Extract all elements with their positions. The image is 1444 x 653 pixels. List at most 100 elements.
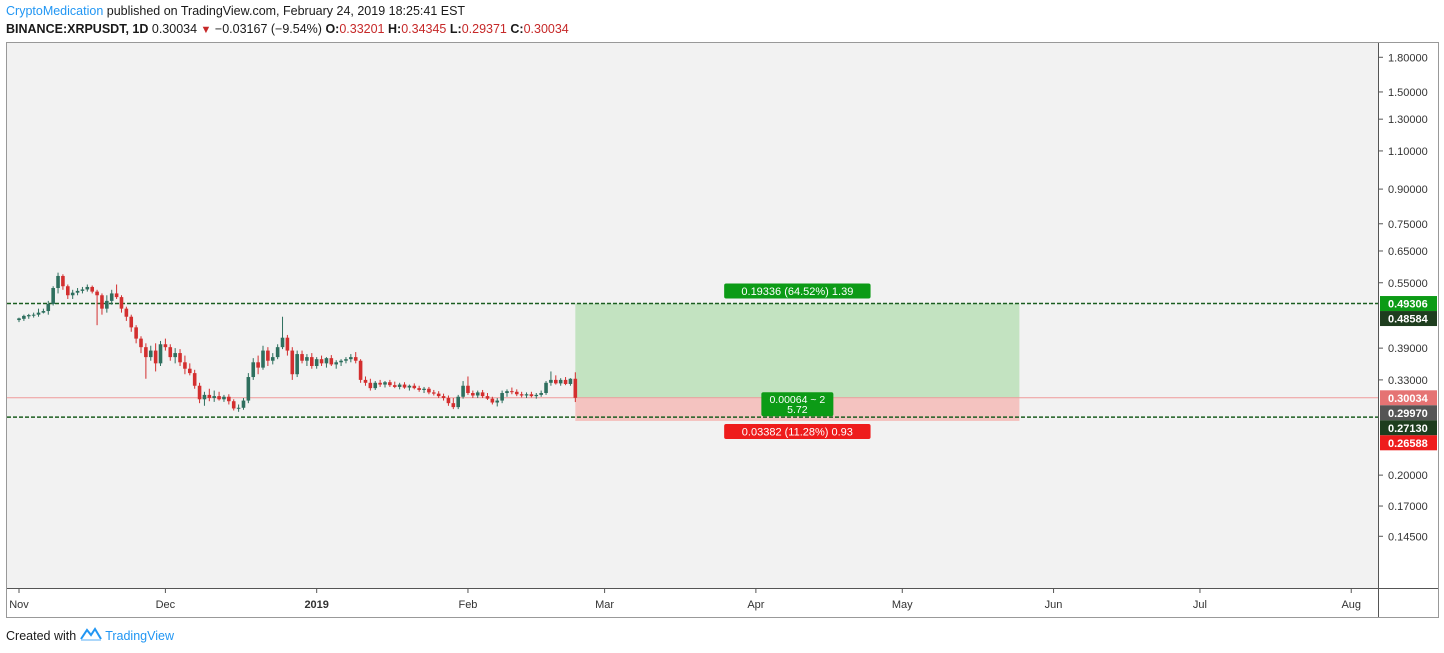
horizontal-lines[interactable] <box>7 302 1378 418</box>
candle[interactable] <box>568 378 573 386</box>
candle[interactable] <box>217 391 221 401</box>
candle[interactable] <box>446 395 451 406</box>
candle[interactable] <box>129 314 134 332</box>
candle[interactable] <box>17 317 21 323</box>
candle[interactable] <box>75 288 80 296</box>
time-axis[interactable] <box>7 588 1378 617</box>
candle[interactable] <box>61 274 65 290</box>
candle[interactable] <box>412 383 417 390</box>
candle[interactable] <box>514 389 519 397</box>
candle[interactable] <box>183 355 187 375</box>
candle[interactable] <box>134 325 138 344</box>
candle[interactable] <box>388 379 392 387</box>
candle[interactable] <box>524 392 529 399</box>
candle[interactable] <box>305 354 309 367</box>
candle[interactable] <box>231 399 236 411</box>
candle[interactable] <box>51 286 55 306</box>
candle[interactable] <box>363 376 368 386</box>
candlestick-series[interactable] <box>17 272 578 412</box>
candle[interactable] <box>153 343 158 372</box>
candle[interactable] <box>436 391 441 399</box>
candle[interactable] <box>188 363 192 376</box>
candle[interactable] <box>573 372 578 403</box>
tradingview-brand-link[interactable]: TradingView <box>105 628 174 643</box>
candle[interactable] <box>480 389 485 399</box>
candle[interactable] <box>378 379 382 387</box>
candle[interactable] <box>554 375 558 385</box>
candle[interactable] <box>241 398 246 410</box>
candle[interactable] <box>95 289 99 326</box>
candle[interactable] <box>358 359 363 383</box>
candle[interactable] <box>261 345 265 370</box>
candle[interactable] <box>202 391 207 406</box>
candle[interactable] <box>329 355 334 367</box>
candle[interactable] <box>417 385 421 392</box>
candle[interactable] <box>168 344 173 361</box>
candle[interactable] <box>471 390 475 399</box>
candle[interactable] <box>144 343 148 379</box>
candle[interactable] <box>158 340 163 367</box>
candle[interactable] <box>290 347 295 380</box>
candle[interactable] <box>383 381 387 388</box>
candle[interactable] <box>544 381 548 395</box>
candle[interactable] <box>227 394 231 405</box>
candle[interactable] <box>368 378 373 391</box>
candle[interactable] <box>246 373 251 404</box>
candle[interactable] <box>295 350 299 378</box>
profit-zone[interactable] <box>575 303 1020 399</box>
candle[interactable] <box>407 384 412 391</box>
candle[interactable] <box>534 393 539 399</box>
candle[interactable] <box>505 389 509 397</box>
candle[interactable] <box>70 289 75 299</box>
candle[interactable] <box>163 338 168 351</box>
candle[interactable] <box>197 382 202 404</box>
candle[interactable] <box>422 386 426 394</box>
candle[interactable] <box>334 360 338 369</box>
candle[interactable] <box>207 388 212 402</box>
candle[interactable] <box>529 391 534 398</box>
candle[interactable] <box>510 387 514 395</box>
candle[interactable] <box>148 345 153 361</box>
candle[interactable] <box>212 390 216 402</box>
candle[interactable] <box>300 350 304 364</box>
candle[interactable] <box>26 313 31 319</box>
candle[interactable] <box>319 355 324 367</box>
candle[interactable] <box>402 382 407 389</box>
candle[interactable] <box>373 381 378 390</box>
candle[interactable] <box>31 312 36 318</box>
candle[interactable] <box>41 308 46 314</box>
candle[interactable] <box>36 308 41 317</box>
candle[interactable] <box>392 381 397 389</box>
candle[interactable] <box>539 390 543 397</box>
candle[interactable] <box>349 354 353 363</box>
candle[interactable] <box>485 393 490 400</box>
candle[interactable] <box>173 348 177 364</box>
candle[interactable] <box>100 293 104 315</box>
candle[interactable] <box>85 284 90 292</box>
candle[interactable] <box>324 357 329 368</box>
candle[interactable] <box>22 314 26 321</box>
candle[interactable] <box>461 381 465 399</box>
candle[interactable] <box>266 347 270 367</box>
candle[interactable] <box>353 352 358 364</box>
candle[interactable] <box>270 353 275 365</box>
candle[interactable] <box>90 285 94 294</box>
candle[interactable] <box>490 396 495 405</box>
candle[interactable] <box>119 295 124 313</box>
candle[interactable] <box>139 336 143 354</box>
candle[interactable] <box>519 391 524 398</box>
candle[interactable] <box>109 289 114 305</box>
candle[interactable] <box>344 357 348 364</box>
candle[interactable] <box>66 284 70 299</box>
candle[interactable] <box>114 284 119 299</box>
candle[interactable] <box>192 369 197 389</box>
candle[interactable] <box>466 376 470 395</box>
candle[interactable] <box>427 386 431 395</box>
candle[interactable] <box>236 404 241 412</box>
candle[interactable] <box>310 353 314 369</box>
candle[interactable] <box>495 398 500 407</box>
candle[interactable] <box>397 382 402 390</box>
candle[interactable] <box>432 389 436 396</box>
candle[interactable] <box>441 393 446 401</box>
